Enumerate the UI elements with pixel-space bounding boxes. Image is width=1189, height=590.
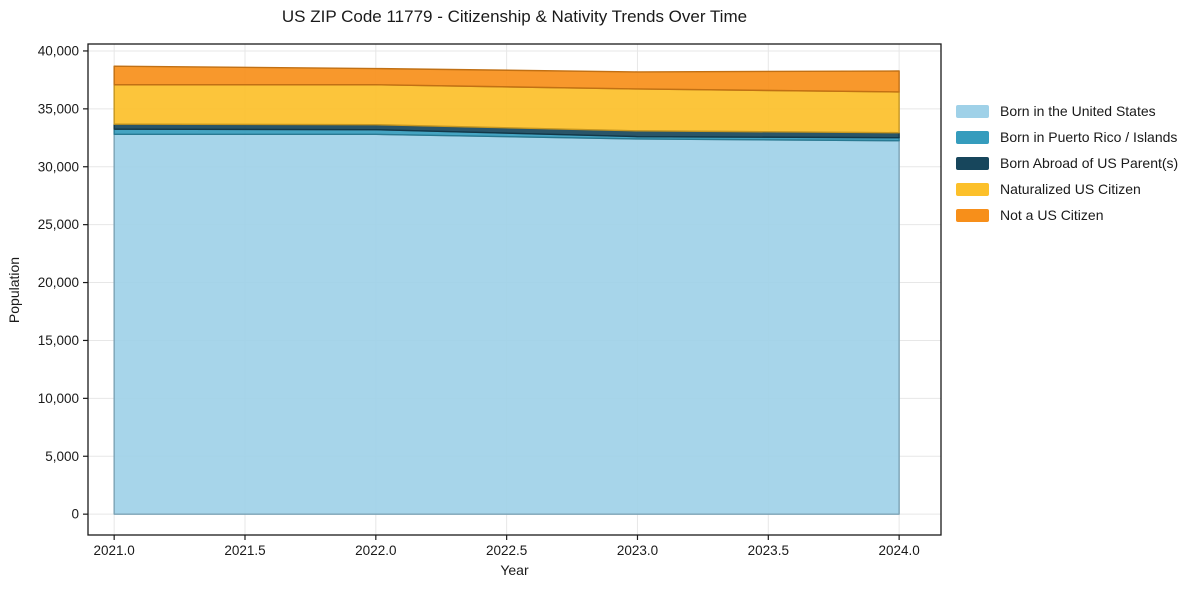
y-tick-label: 10,000 — [38, 391, 79, 406]
x-tick-label: 2022.0 — [355, 543, 396, 558]
x-tick-label: 2023.0 — [617, 543, 658, 558]
x-axis-label: Year — [500, 562, 529, 578]
chart-title: US ZIP Code 11779 - Citizenship & Nativi… — [281, 7, 748, 26]
x-tick-label: 2021.0 — [94, 543, 135, 558]
legend-label: Born in the United States — [1000, 103, 1156, 119]
legend-label: Not a US Citizen — [1000, 207, 1104, 223]
y-tick-label: 15,000 — [38, 333, 79, 348]
y-tick-label: 5,000 — [45, 449, 79, 464]
legend-item: Born in Puerto Rico / Islands — [956, 129, 1178, 145]
y-tick-label: 30,000 — [38, 159, 79, 174]
y-tick-label: 40,000 — [38, 43, 79, 58]
x-tick-label: 2021.5 — [224, 543, 265, 558]
y-tick-label: 35,000 — [38, 101, 79, 116]
plot-border — [87, 43, 942, 536]
legend-swatch — [956, 182, 989, 196]
y-tick-label: 0 — [71, 507, 79, 522]
legend-swatch — [956, 104, 989, 118]
series-band — [113, 65, 900, 93]
legend-label: Naturalized US Citizen — [1000, 181, 1141, 197]
chart-legend: Born in the United States Born in Puerto … — [956, 103, 1178, 223]
x-tick-label: 2023.5 — [748, 543, 789, 558]
y-tick-label: 25,000 — [38, 217, 79, 232]
legend-label: Born in Puerto Rico / Islands — [1000, 129, 1178, 145]
series-band — [113, 133, 900, 515]
legend-swatch — [956, 156, 989, 170]
legend-item: Born in the United States — [956, 103, 1178, 119]
legend-item: Not a US Citizen — [956, 207, 1178, 223]
x-tick-label: 2022.5 — [486, 543, 527, 558]
legend-label: Born Abroad of US Parent(s) — [1000, 155, 1179, 171]
legend-swatch — [956, 208, 989, 222]
legend-item: Naturalized US Citizen — [956, 181, 1178, 197]
x-tick-label: 2024.0 — [878, 543, 919, 558]
legend-swatch — [956, 130, 989, 144]
y-tick-label: 20,000 — [38, 275, 79, 290]
legend-item: Born Abroad of US Parent(s) — [956, 155, 1178, 171]
